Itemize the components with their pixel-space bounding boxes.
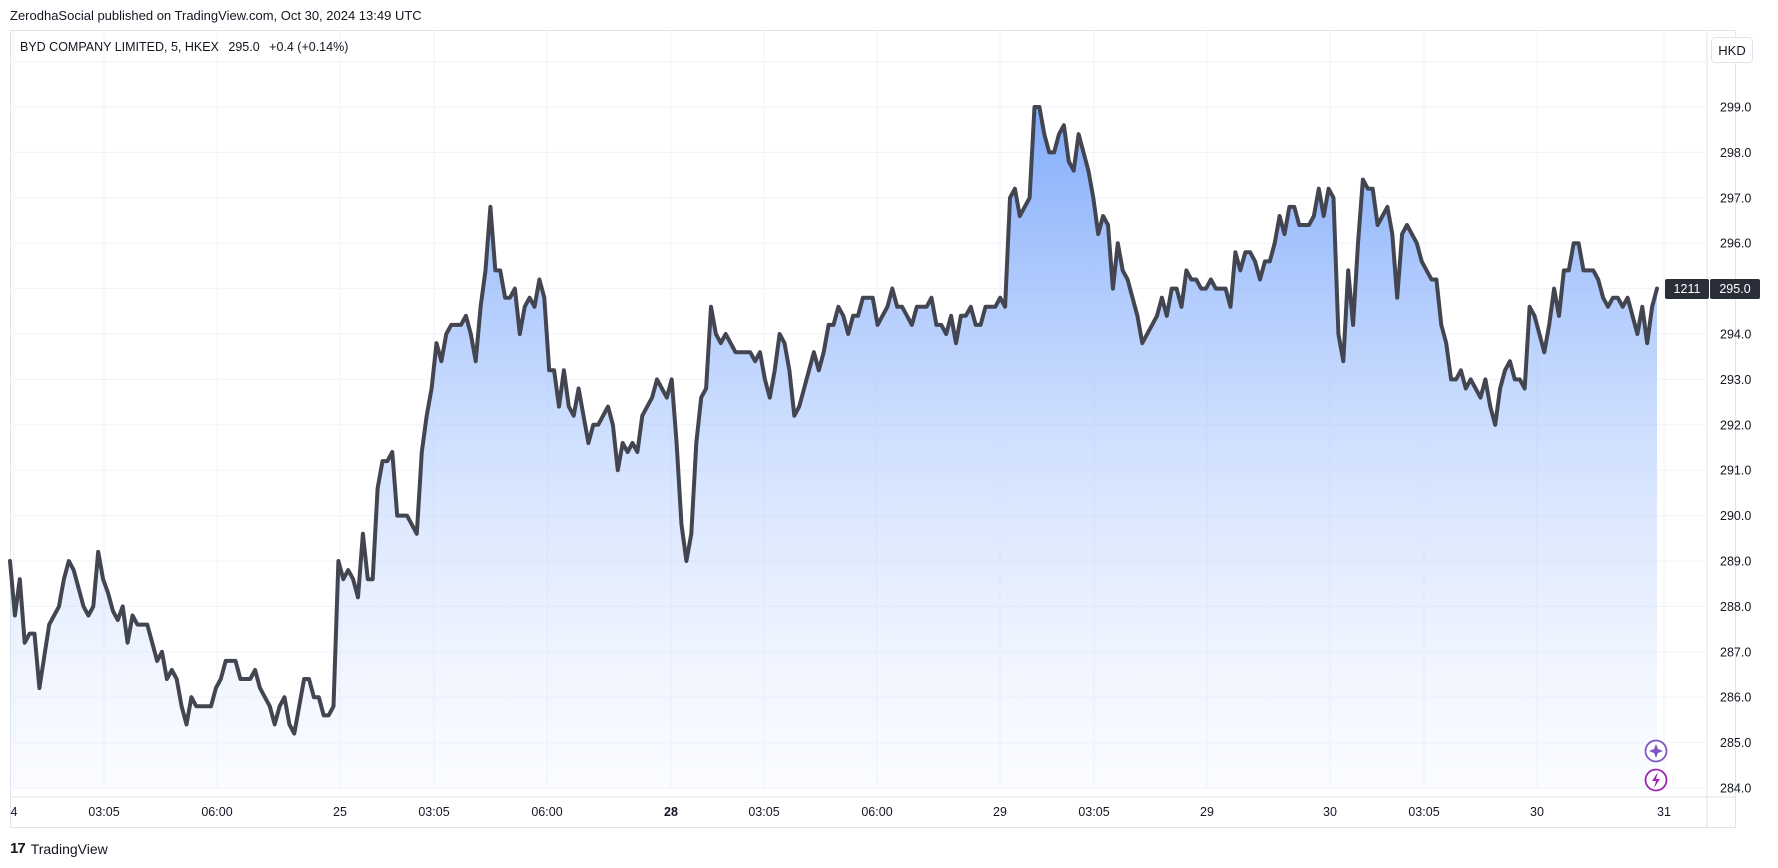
x-tick-label: 06:00 <box>201 805 232 819</box>
sparkle-icon[interactable] <box>1644 739 1668 763</box>
x-tick-label: 29 <box>993 805 1007 819</box>
y-tick-label: 299.0 <box>1720 101 1751 115</box>
y-tick-label: 296.0 <box>1720 237 1751 251</box>
last-price-marker: 1211 295.0 <box>1665 279 1760 299</box>
symbol-name: BYD COMPANY LIMITED, 5, HKEX <box>20 40 219 54</box>
price-axis: 299.0 298.0 297.0 296.0 295.0 294.0 293.0 292.0… <box>1720 101 1751 796</box>
x-tick-label: 06:00 <box>861 805 892 819</box>
x-tick-label: 03:05 <box>88 805 119 819</box>
last-price-label-bg <box>1710 279 1760 299</box>
y-tick-label: 284.0 <box>1720 782 1751 796</box>
legend-change: +0.4 (+0.14%) <box>269 40 349 54</box>
x-tick-label: 03:05 <box>1078 805 1109 819</box>
y-tick-label: 288.0 <box>1720 600 1751 614</box>
x-tick-label: 25 <box>333 805 347 819</box>
chart-frame[interactable] <box>10 30 1736 828</box>
y-tick-label: 286.0 <box>1720 691 1751 705</box>
tradingview-logo-icon: 17 <box>10 840 26 857</box>
countdown-label: 1211 <box>1674 282 1701 296</box>
y-tick-label: 285.0 <box>1720 736 1751 750</box>
symbol-legend[interactable]: BYD COMPANY LIMITED, 5, HKEX 295.0 +0.4 … <box>20 40 348 54</box>
y-tick-label: 289.0 <box>1720 555 1751 569</box>
brand-name: TradingView <box>30 840 108 857</box>
y-tick-label: 290.0 <box>1720 509 1751 523</box>
x-tick-label: 03:05 <box>748 805 779 819</box>
y-tick-label: 293.0 <box>1720 373 1751 387</box>
y-tick-label: 298.0 <box>1720 146 1751 160</box>
publish-line: ZerodhaSocial published on TradingView.c… <box>10 8 422 23</box>
footer-brand[interactable]: 17 TradingView <box>10 840 108 857</box>
y-tick-label: 291.0 <box>1720 464 1751 478</box>
x-tick-label: 28 <box>664 805 678 819</box>
lightning-icon[interactable] <box>1644 768 1668 792</box>
x-tick-label: 30 <box>1323 805 1337 819</box>
price-area <box>10 107 1657 788</box>
x-tick-label: 03:05 <box>1408 805 1439 819</box>
y-tick-label: 294.0 <box>1720 328 1751 342</box>
y-tick-label: 297.0 <box>1720 191 1751 205</box>
x-tick-label: 03:05 <box>418 805 449 819</box>
currency-button[interactable]: HKD <box>1711 37 1753 63</box>
time-axis: 4 03:05 06:00 25 03:05 06:00 28 03:05 06:00 29 03:… <box>10 31 1735 827</box>
x-tick-label: 30 <box>1530 805 1544 819</box>
price-line <box>8 105 1659 736</box>
legend-price: 295.0 <box>228 40 260 54</box>
last-price-label: 295.0 <box>1719 282 1750 296</box>
x-tick-label: 4 <box>11 805 18 819</box>
x-tick-label: 06:00 <box>531 805 562 819</box>
y-tick-label: 292.0 <box>1720 418 1751 432</box>
y-tick-label: 287.0 <box>1720 645 1751 659</box>
x-tick-label: 29 <box>1200 805 1214 819</box>
countdown-label-bg <box>1665 279 1709 299</box>
x-tick-label: 31 <box>1657 805 1671 819</box>
